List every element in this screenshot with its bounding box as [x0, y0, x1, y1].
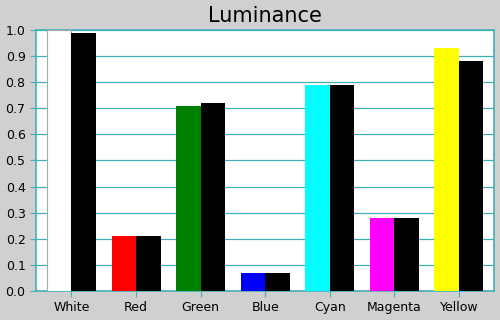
Bar — [305, 85, 330, 291]
Bar — [434, 48, 459, 291]
Bar — [459, 61, 483, 291]
Bar — [47, 30, 72, 291]
Bar — [370, 218, 394, 291]
Bar — [136, 236, 160, 291]
Bar — [330, 85, 354, 291]
Bar — [72, 33, 96, 291]
Bar — [200, 103, 225, 291]
Bar — [176, 106, 201, 291]
Title: Luminance: Luminance — [208, 5, 322, 26]
Bar — [394, 218, 419, 291]
Bar — [112, 236, 136, 291]
Bar — [265, 273, 289, 291]
Bar — [240, 273, 265, 291]
